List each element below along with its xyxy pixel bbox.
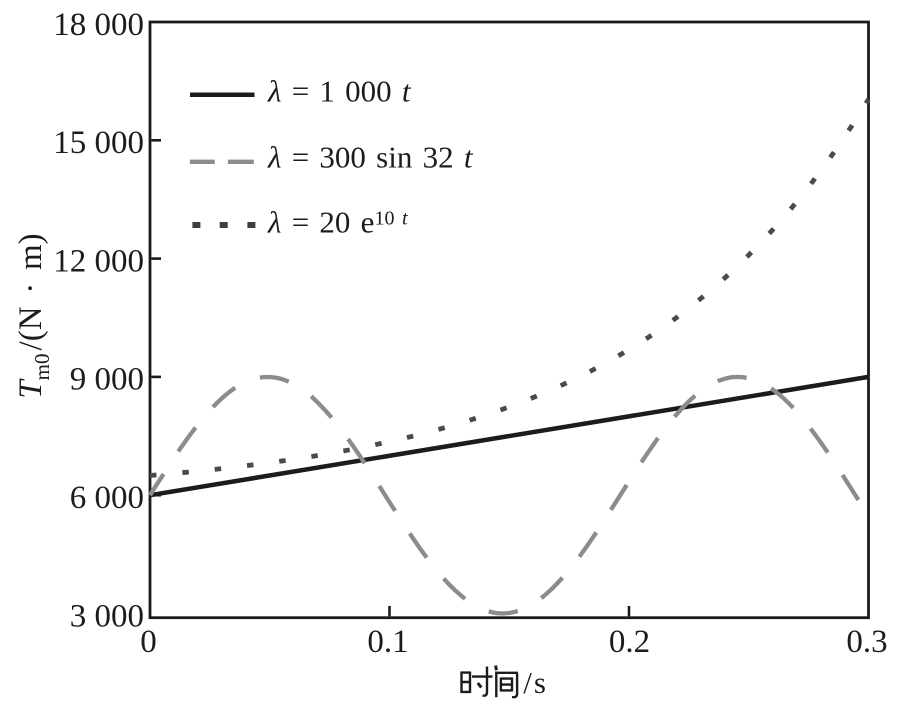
svg-text:15 000: 15 000 <box>53 125 144 161</box>
svg-text:0.2: 0.2 <box>609 624 650 660</box>
svg-text:λ = 1 000 t: λ = 1 000 t <box>267 74 412 109</box>
svg-text:/s: /s <box>523 665 546 700</box>
svg-text:18 000: 18 000 <box>53 7 144 43</box>
svg-text:λ = 300 sin 32 t: λ = 300 sin 32 t <box>267 140 474 175</box>
svg-text:12 000: 12 000 <box>53 243 144 279</box>
svg-text:0.3: 0.3 <box>846 624 887 660</box>
svg-text:0: 0 <box>140 624 157 660</box>
svg-text:λ = 20 e10 t: λ = 20 e10 t <box>267 204 408 239</box>
svg-text:9 000: 9 000 <box>70 362 144 398</box>
svg-text:Tm0/(N · m): Tm0/(N · m) <box>13 233 54 398</box>
svg-text:6 000: 6 000 <box>70 480 144 516</box>
svg-text:0.1: 0.1 <box>367 624 408 660</box>
svg-text:3 000: 3 000 <box>70 598 144 634</box>
